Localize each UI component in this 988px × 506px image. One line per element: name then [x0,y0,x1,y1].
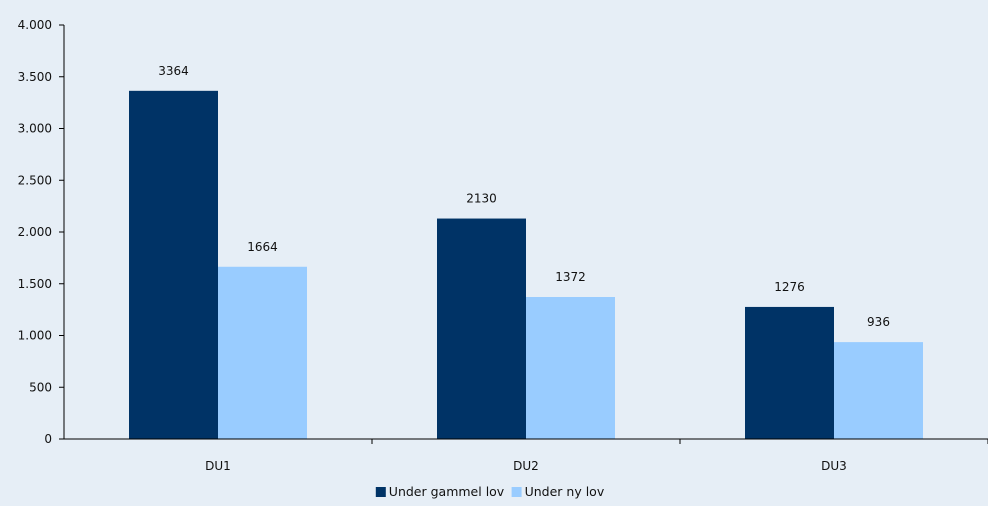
y-tick-label: 1.500 [18,277,52,291]
bar-ny-du1 [218,266,307,439]
bar-ny-du2 [526,296,615,439]
bar-ny-du3 [834,342,923,439]
y-tick-label: 3.000 [18,122,52,136]
data-label: 3364 [158,64,189,78]
bars-layer [129,90,923,440]
y-tick-label: 2.500 [18,173,52,187]
data-label: 1276 [774,280,805,294]
bar-gammel-du1 [129,90,218,440]
y-tick-label: 4.000 [18,18,52,32]
y-tick-label: 0 [44,432,52,446]
legend-swatch-gammel [375,487,386,497]
data-label: 1372 [555,270,586,284]
data-label: 1664 [247,240,278,254]
bar-gammel-du2 [437,218,526,439]
legend-label: Under gammel lov [389,484,505,499]
y-tick-label: 500 [29,380,52,394]
y-tick-label: 3.500 [18,70,52,84]
x-category-label: DU3 [821,459,847,473]
y-tick-label: 2.000 [18,225,52,239]
bar-gammel-du3 [745,306,834,439]
legend: Under gammel lov Under ny lov [375,484,605,499]
legend-swatch-ny [511,487,522,497]
y-tick-label: 1.000 [18,329,52,343]
x-ticks: DU1 DU2 DU3 [205,439,988,473]
x-category-label: DU1 [205,459,231,473]
data-label: 936 [867,315,890,329]
y-ticks: 0 500 1.000 1.500 2.000 2.500 3.000 3.500 4.000 [18,18,64,446]
data-labels: 3364 1664 2130 1372 1276 936 [158,64,890,329]
data-label: 2130 [466,192,497,206]
legend-label: Under ny lov [525,484,605,499]
x-category-label: DU2 [513,459,539,473]
